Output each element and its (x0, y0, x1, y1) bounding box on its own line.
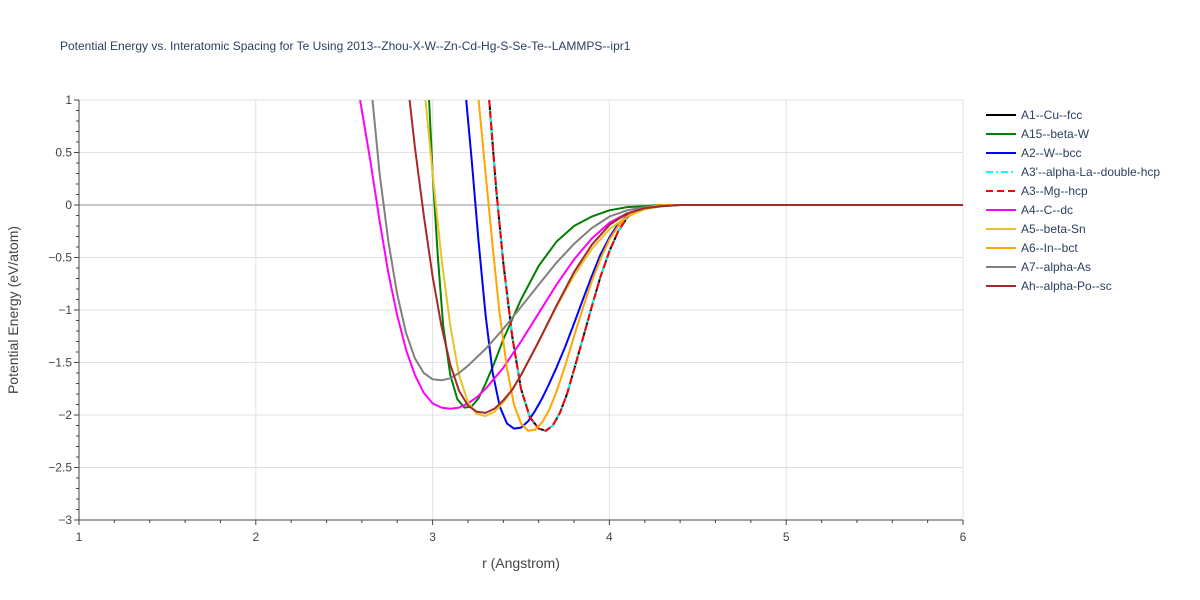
legend-item[interactable]: Ah--alpha-Po--sc (986, 279, 1112, 293)
x-tick-label: 1 (76, 530, 83, 544)
x-tick-labels: 1 2 3 4 5 6 (76, 530, 967, 544)
legend-label: A7--alpha-As (1021, 260, 1091, 274)
legend-item[interactable]: A6--In--bct (986, 241, 1078, 255)
y-tick-label: 0.5 (55, 146, 72, 160)
y-tick-label: −1.5 (48, 356, 72, 370)
legend-label: Ah--alpha-Po--sc (1021, 279, 1112, 293)
legend-label: A2--W--bcc (1021, 146, 1081, 160)
y-tick-label: −0.5 (48, 251, 72, 265)
legend-item[interactable]: A7--alpha-As (986, 260, 1091, 274)
y-tick-label: 1 (65, 93, 72, 107)
legend-label: A4--C--dc (1021, 203, 1073, 217)
y-axis-label: Potential Energy (eV/atom) (5, 226, 21, 394)
series-group (359, 100, 963, 432)
y-tick-label: −1 (58, 303, 72, 317)
legend[interactable]: A1--Cu--fcc A15--beta-W A2--W--bcc A3'--alp… (986, 108, 1160, 293)
y-tick-label: −2.5 (48, 461, 72, 475)
legend-item[interactable]: A2--W--bcc (986, 146, 1081, 160)
y-tick-labels: 1 0.5 0 −0.5 −1 −1.5 −2 −2.5 −3 (48, 93, 72, 527)
x-axis-label: r (Angstrom) (482, 555, 560, 571)
legend-label: A3--Mg--hcp (1021, 184, 1088, 198)
x-tick-label: 6 (960, 530, 967, 544)
legend-label: A5--beta-Sn (1021, 222, 1086, 236)
axes (74, 99, 964, 525)
legend-item[interactable]: A3'--alpha-La--double-hcp (986, 165, 1160, 179)
legend-item[interactable]: A3--Mg--hcp (986, 184, 1088, 198)
y-tick-label: 0 (65, 198, 72, 212)
x-tick-label: 2 (252, 530, 259, 544)
legend-label: A6--In--bct (1021, 241, 1078, 255)
y-tick-label: −2 (58, 408, 72, 422)
x-tick-label: 5 (783, 530, 790, 544)
y-tick-label: −3 (58, 513, 72, 527)
legend-item[interactable]: A15--beta-W (986, 127, 1090, 141)
series-line-ah-alpha-po-sc (408, 100, 963, 414)
legend-item[interactable]: A5--beta-Sn (986, 222, 1086, 236)
x-tick-label: 3 (429, 530, 436, 544)
series-line-a7-alpha-as (371, 100, 963, 382)
legend-label: A1--Cu--fcc (1021, 108, 1082, 122)
x-tick-label: 4 (606, 530, 613, 544)
legend-label: A15--beta-W (1021, 127, 1090, 141)
legend-label: A3'--alpha-La--double-hcp (1021, 165, 1160, 179)
grid (79, 99, 964, 521)
legend-item[interactable]: A1--Cu--fcc (986, 108, 1082, 122)
chart-title: Potential Energy vs. Interatomic Spacing… (60, 39, 631, 53)
legend-item[interactable]: A4--C--dc (986, 203, 1073, 217)
series-line-a15-beta-w (428, 100, 963, 409)
